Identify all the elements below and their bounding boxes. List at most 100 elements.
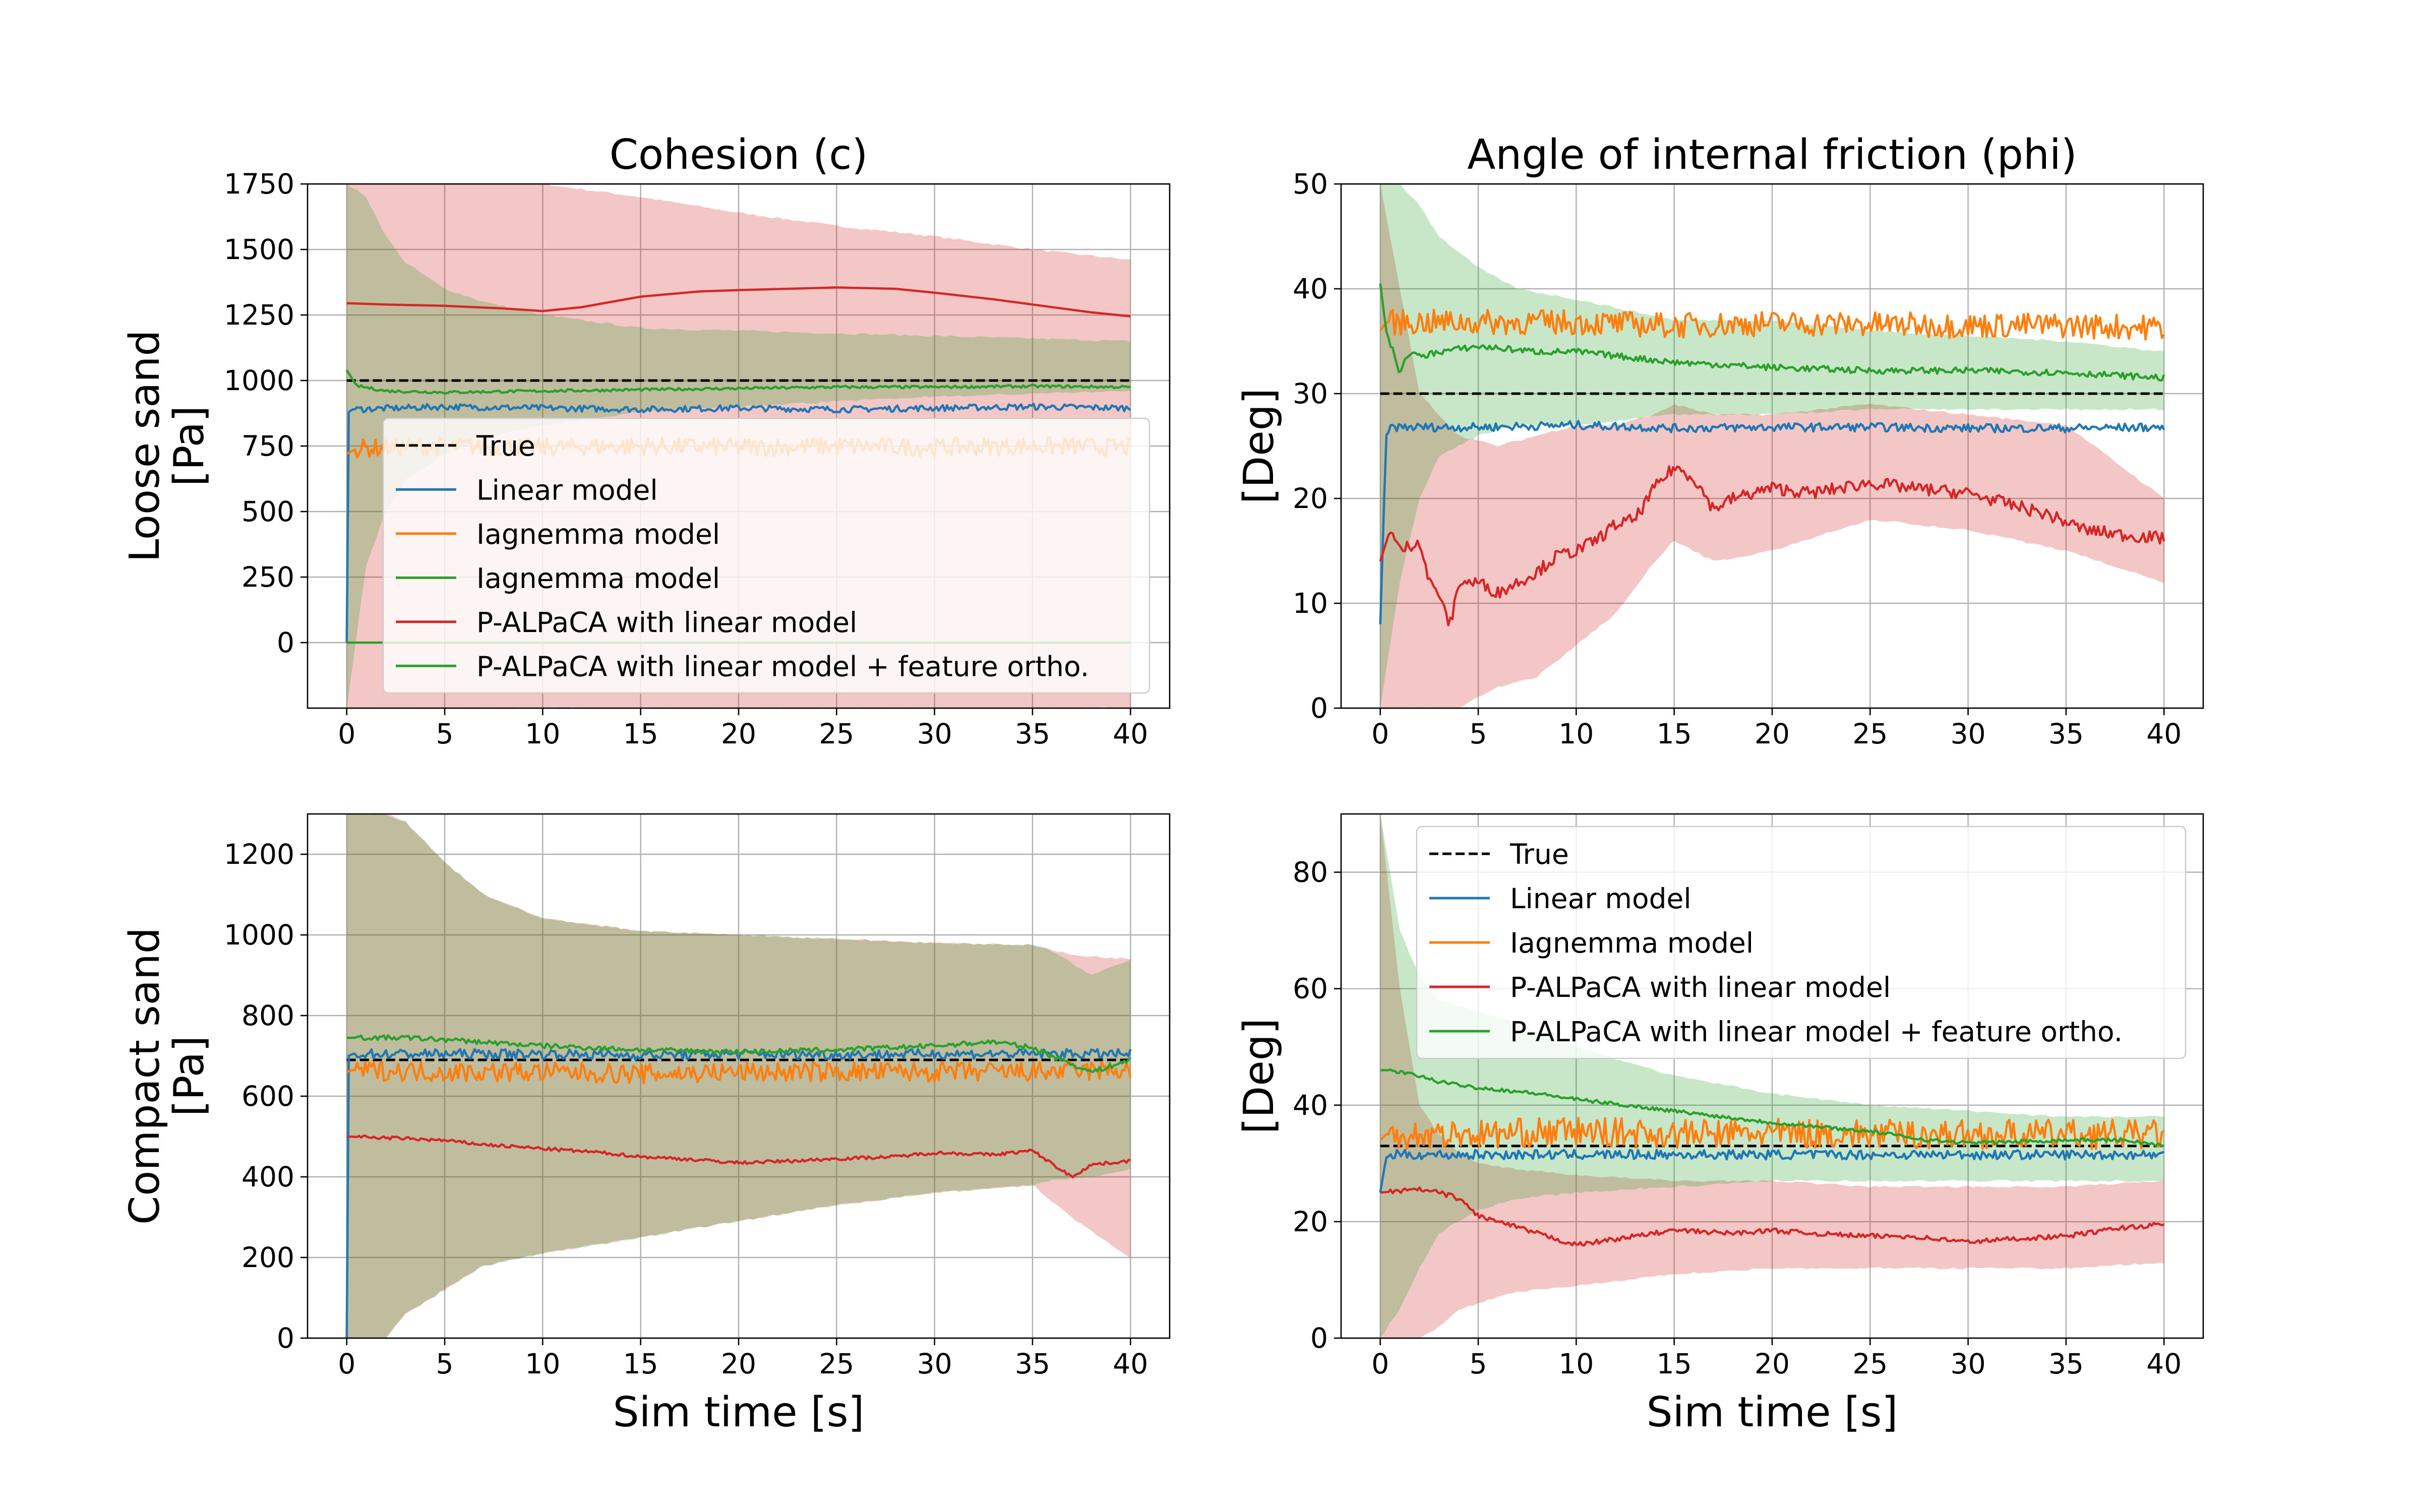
- series-line: [345, 369, 1131, 395]
- x-tick-label: 5: [1470, 1348, 1487, 1380]
- y-axis-label: Loose sand: [121, 330, 169, 562]
- confidence-band: [346, 814, 1131, 1338]
- x-tick-label: 20: [1754, 718, 1790, 750]
- x-tick-label: 40: [2146, 1348, 2182, 1380]
- y-tick-label: 200: [241, 1241, 294, 1274]
- chart-title: Cohesion (c): [610, 131, 868, 179]
- x-tick-label: 25: [1852, 718, 1888, 750]
- legend-label: P-ALPaCA with linear model: [1510, 971, 1891, 1003]
- x-tick-label: 5: [436, 1348, 454, 1380]
- x-tick-label: 40: [1113, 718, 1148, 750]
- chart-title: Angle of internal friction (phi): [1467, 131, 2077, 179]
- y-tick-label: 750: [241, 430, 294, 462]
- x-tick-label: 40: [2146, 718, 2182, 750]
- x-tick-label: 30: [917, 718, 952, 750]
- y-tick-label: 10: [1293, 587, 1328, 619]
- confidence-band: [346, 814, 1131, 1338]
- x-tick-label: 25: [819, 718, 854, 750]
- y-tick-label: 1500: [224, 233, 294, 266]
- y-tick-label: 1000: [224, 919, 294, 951]
- x-tick-label: 5: [1470, 718, 1487, 750]
- legend-label: Iagnemma model: [1510, 927, 1753, 959]
- x-tick-label: 30: [1951, 718, 1986, 750]
- x-tick-label: 10: [525, 1348, 560, 1380]
- y-tick-label: 20: [1293, 1206, 1328, 1238]
- legend-label: P-ALPaCA with linear model: [476, 606, 857, 639]
- x-tick-label: 25: [819, 1348, 854, 1380]
- x-tick-label: 0: [338, 718, 355, 750]
- series-line: [1379, 1116, 2165, 1150]
- x-tick-label: 40: [1113, 1348, 1148, 1380]
- x-axis-label: Sim time [s]: [1647, 1389, 1898, 1436]
- confidence-band: [1380, 184, 2164, 708]
- y-tick-label: 250: [241, 561, 294, 593]
- x-tick-label: 35: [1015, 718, 1050, 750]
- x-tick-label: 25: [1852, 1348, 1888, 1380]
- y-axis-label: [Deg]: [1235, 388, 1283, 504]
- series-line: [346, 1034, 1131, 1073]
- y-tick-label: 1200: [224, 838, 294, 870]
- y-axis-label: [Deg]: [1235, 1018, 1283, 1134]
- x-tick-label: 20: [721, 718, 756, 750]
- confidence-band: [1380, 184, 2164, 708]
- legend: True Linear model Iagnemma model P-ALPaCA w…: [1416, 826, 2187, 1059]
- x-tick-label: 30: [1951, 1348, 1986, 1380]
- x-tick-label: 15: [623, 718, 658, 750]
- y-tick-label: 0: [1310, 1322, 1328, 1354]
- confidence-band: [1380, 814, 2164, 1338]
- subplot-1: 0 5 10 15 20 25 30 35 40 0 250 500 750 1000 1250 1500 17…: [121, 131, 1171, 750]
- plot-area: [345, 814, 1132, 1338]
- y-tick-label: 0: [277, 1322, 294, 1354]
- x-tick-label: 35: [2048, 718, 2084, 750]
- y-tick-label: 80: [1293, 856, 1328, 889]
- x-tick-label: 35: [1015, 1348, 1050, 1380]
- y-tick-label: 400: [241, 1161, 294, 1193]
- y-tick-label: 500: [241, 495, 294, 528]
- x-tick-label: 0: [338, 1348, 355, 1380]
- x-tick-label: 10: [1558, 1348, 1594, 1380]
- series-line: [346, 1060, 1132, 1085]
- y-tick-label: 800: [241, 999, 294, 1032]
- x-axis-label: Sim time [s]: [613, 1389, 865, 1436]
- series-line: [1379, 420, 2165, 624]
- series-line: [346, 286, 1131, 318]
- plot-area: [1379, 184, 2165, 708]
- series-line: [345, 403, 1131, 643]
- series-line: [1379, 1149, 2164, 1193]
- y-axis-label: Compact sand: [121, 927, 169, 1225]
- x-tick-label: 30: [917, 1348, 952, 1380]
- x-tick-label: 20: [1754, 1348, 1790, 1380]
- series-line: [1380, 1068, 2164, 1147]
- legend-label: Iagnemma model: [476, 518, 720, 550]
- subplots: 0 5 10 15 20 25 30 35 40025050075010001250150017…: [121, 131, 2204, 1436]
- legend-label: P-ALPaCA with linear model + feature ort…: [1510, 1016, 2123, 1048]
- legend-label: P-ALPaCA with linear model + feature ort…: [476, 650, 1089, 682]
- confidence-band: [346, 184, 1131, 708]
- legend-label: True: [476, 430, 535, 462]
- y-tick-label: 60: [1293, 973, 1328, 1005]
- x-tick-label: 5: [436, 718, 454, 750]
- x-tick-label: 20: [721, 1348, 756, 1380]
- y-tick-label: 0: [277, 626, 294, 659]
- x-tick-label: 15: [1657, 1348, 1692, 1380]
- y-tick-label: 20: [1293, 482, 1328, 515]
- legend: True Linear model Iagnemma model Iagnemma m…: [382, 417, 1151, 694]
- y-tick-label: 0: [1310, 692, 1328, 724]
- x-tick-label: 0: [1371, 1348, 1389, 1380]
- y-tick-label: 40: [1293, 273, 1328, 305]
- y-tick-label: 1250: [224, 299, 294, 331]
- series-line: [345, 1048, 1132, 1338]
- series-line: [1380, 1186, 2165, 1247]
- y-tick-label: 1000: [224, 364, 294, 397]
- legend-box: [1416, 826, 2187, 1059]
- y-tick-label: 50: [1293, 168, 1328, 200]
- x-tick-label: 15: [1657, 718, 1692, 750]
- legend-label: Iagnemma model: [476, 562, 720, 594]
- series-line: [346, 1135, 1131, 1178]
- x-tick-label: 35: [2048, 1348, 2084, 1380]
- y-axis-label: [Pa]: [165, 1036, 213, 1116]
- y-axis-label: [Pa]: [165, 406, 213, 486]
- series-line: [1379, 283, 2165, 382]
